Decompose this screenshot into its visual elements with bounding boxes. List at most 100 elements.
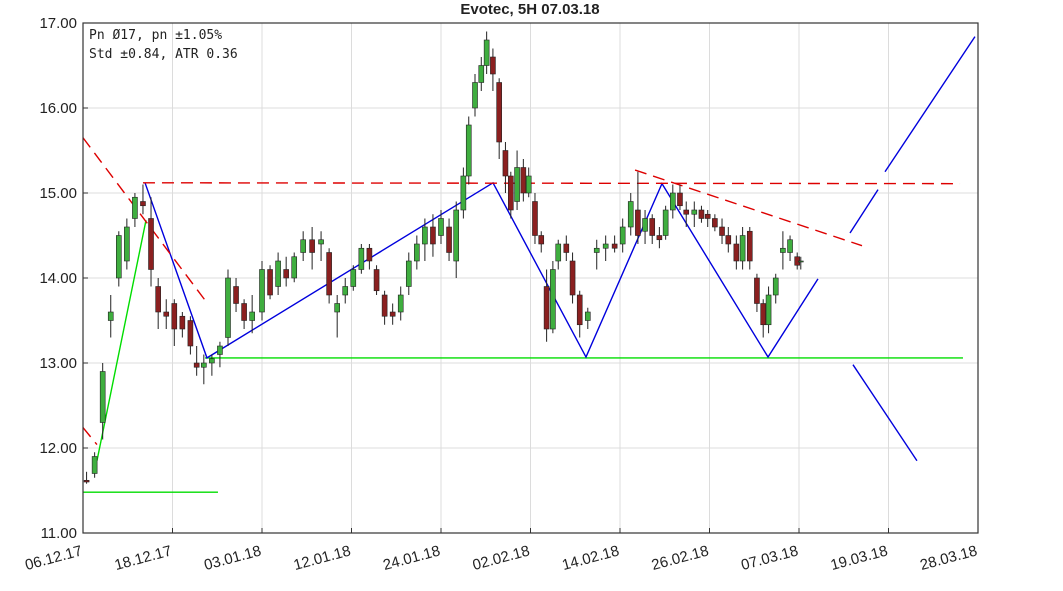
candle-body bbox=[797, 260, 804, 263]
trend-line bbox=[884, 36, 976, 173]
candle-body bbox=[373, 269, 380, 292]
candle-body bbox=[155, 286, 161, 313]
candle-body bbox=[563, 243, 570, 253]
x-tick-label: 14.02.18 bbox=[560, 542, 621, 574]
candle-body bbox=[334, 303, 340, 313]
candle-body bbox=[538, 235, 545, 245]
y-tick-label: 13.00 bbox=[39, 355, 77, 372]
candle-body bbox=[259, 269, 265, 313]
candle-body bbox=[83, 479, 90, 483]
candle-body bbox=[209, 358, 215, 364]
candle-body bbox=[649, 218, 656, 236]
y-tick-label: 16.00 bbox=[39, 100, 77, 117]
plot-frame bbox=[82, 22, 979, 534]
candle-body bbox=[787, 239, 793, 253]
candle-body bbox=[602, 243, 609, 249]
candle-body bbox=[201, 362, 207, 368]
candle-body bbox=[569, 260, 576, 296]
candle-body bbox=[233, 286, 239, 304]
candle-body bbox=[465, 124, 472, 177]
trend-line bbox=[852, 364, 918, 462]
candle-body bbox=[502, 150, 509, 177]
x-tick-label: 12.01.18 bbox=[292, 542, 353, 574]
candle-body bbox=[627, 201, 634, 228]
x-tick-label: 02.02.18 bbox=[471, 542, 532, 574]
candle-body bbox=[746, 230, 753, 262]
candle-body bbox=[490, 56, 496, 75]
trend-line bbox=[144, 181, 819, 359]
candle-body bbox=[584, 311, 591, 321]
candle-body bbox=[163, 311, 170, 317]
candle-body bbox=[635, 209, 641, 236]
y-tick-label: 17.00 bbox=[39, 15, 77, 32]
candle-body bbox=[405, 260, 412, 287]
candle-body bbox=[691, 209, 698, 215]
candle-body bbox=[478, 65, 485, 83]
x-tick-label: 26.02.18 bbox=[650, 542, 711, 574]
candle-body bbox=[140, 201, 146, 207]
candle-body bbox=[754, 277, 760, 304]
x-tick-label: 03.01.18 bbox=[202, 542, 263, 574]
candle-body bbox=[725, 235, 732, 245]
candle-body bbox=[358, 247, 365, 270]
candle-body bbox=[350, 269, 357, 287]
candle-body bbox=[381, 294, 388, 317]
candle-body bbox=[514, 167, 520, 202]
candle-body bbox=[300, 239, 306, 253]
y-tick-label: 14.00 bbox=[39, 270, 77, 287]
candle-body bbox=[525, 175, 532, 194]
candle-body bbox=[642, 218, 648, 232]
candle-body bbox=[780, 247, 786, 253]
annotation: Std ±0.84, ATR 0.36 bbox=[89, 47, 238, 62]
candle-body bbox=[733, 243, 740, 262]
candle-body bbox=[656, 235, 663, 241]
candle-body bbox=[217, 345, 223, 355]
x-tick-label: 07.03.18 bbox=[739, 542, 800, 574]
candle-body bbox=[460, 175, 467, 211]
candle-body bbox=[193, 362, 200, 368]
candle-body bbox=[712, 218, 718, 228]
candle-body bbox=[171, 303, 178, 330]
candle-body bbox=[249, 311, 255, 321]
candle-body bbox=[99, 371, 106, 423]
chart-title: Evotec, 5H 07.03.18 bbox=[460, 1, 599, 18]
candle-body bbox=[430, 226, 436, 245]
candle-body bbox=[576, 294, 583, 326]
candle-body bbox=[772, 277, 779, 296]
candle-body bbox=[397, 294, 404, 313]
candle-body bbox=[132, 196, 138, 219]
candle-body bbox=[291, 256, 298, 279]
candle-body bbox=[662, 209, 669, 236]
candle-body bbox=[483, 39, 490, 66]
candle-body bbox=[496, 82, 502, 143]
candle-body bbox=[116, 235, 122, 279]
trend-line bbox=[82, 427, 98, 446]
candle-body bbox=[438, 218, 444, 236]
trend-line bbox=[142, 182, 961, 185]
trend-line bbox=[849, 189, 879, 234]
candle-body bbox=[241, 303, 247, 321]
candle-body bbox=[611, 243, 618, 249]
candle-body bbox=[550, 269, 556, 330]
candle-body bbox=[765, 294, 772, 326]
x-tick-label: 06.12.17 bbox=[23, 542, 84, 574]
annotation: Pn Ø17, pn ±1.05% bbox=[89, 28, 222, 43]
candle-body bbox=[326, 252, 332, 296]
candle-body bbox=[275, 260, 281, 287]
candle-body bbox=[124, 226, 130, 262]
x-tick-label: 24.01.18 bbox=[381, 542, 442, 574]
candle-body bbox=[704, 213, 711, 219]
y-tick-label: 15.00 bbox=[39, 185, 77, 202]
x-tick-label: 18.12.17 bbox=[113, 542, 174, 574]
candle-body bbox=[389, 311, 396, 317]
candle-body bbox=[739, 235, 746, 262]
candle-body bbox=[148, 218, 154, 270]
trend-line bbox=[634, 169, 863, 247]
candle-body bbox=[532, 201, 538, 236]
x-tick-label: 19.03.18 bbox=[829, 542, 890, 574]
candle-body bbox=[520, 167, 527, 194]
candle-body bbox=[342, 286, 349, 296]
candle-body bbox=[683, 209, 690, 215]
candle-body bbox=[179, 315, 186, 330]
